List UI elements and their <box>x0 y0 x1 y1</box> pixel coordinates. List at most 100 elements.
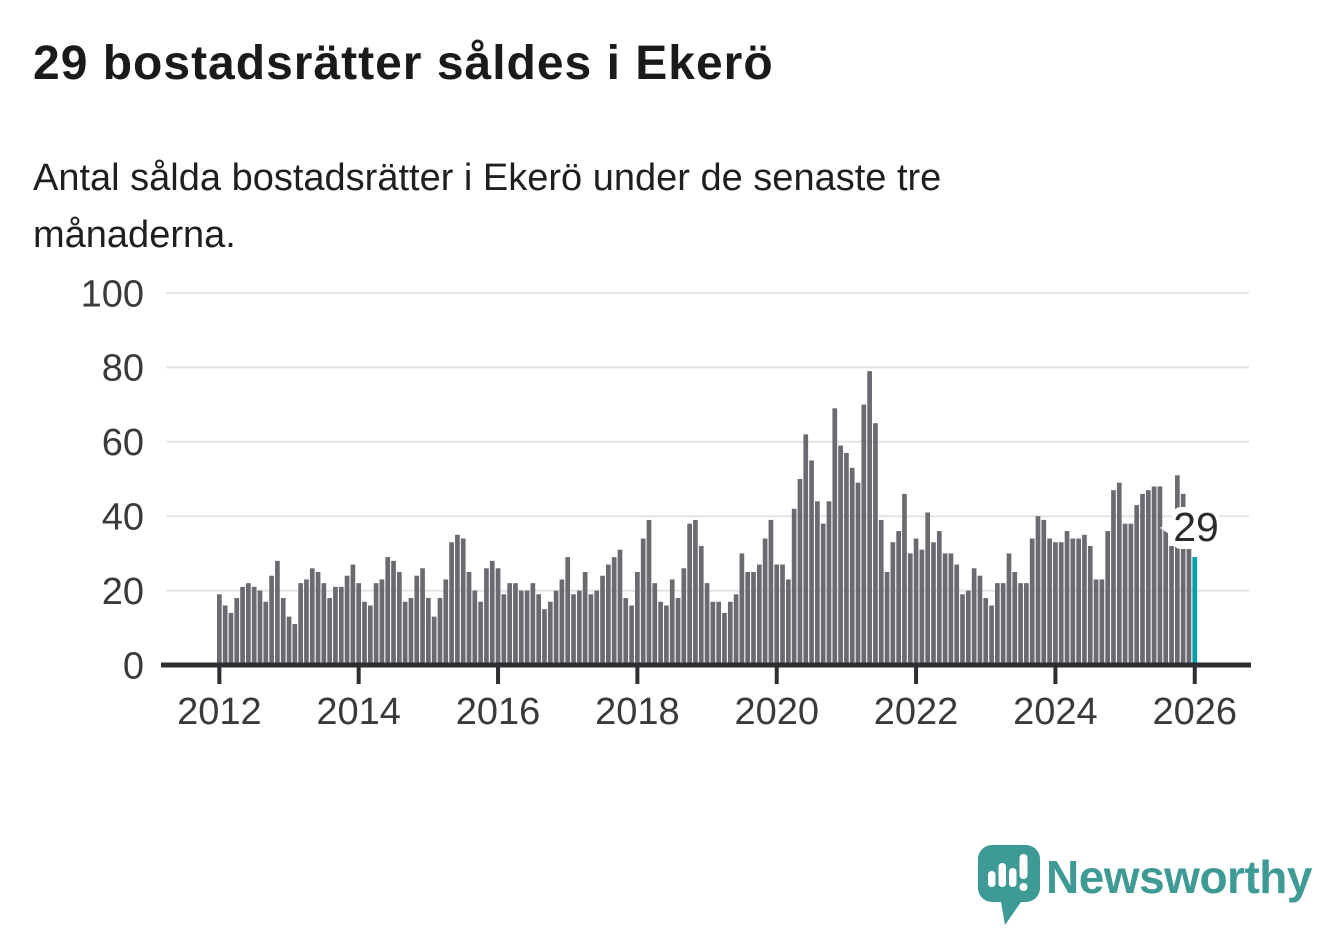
bar <box>960 594 965 665</box>
bar <box>664 605 669 665</box>
bar <box>727 601 733 665</box>
bar <box>246 583 251 665</box>
bar <box>333 586 338 665</box>
bar <box>478 601 483 665</box>
speech-bubble-shape <box>978 845 1040 925</box>
bar <box>234 598 240 665</box>
bar <box>582 572 588 665</box>
bar <box>455 534 460 665</box>
bar <box>222 605 228 665</box>
bar <box>780 564 785 665</box>
bar <box>919 549 925 665</box>
bar <box>640 538 646 665</box>
logo-bar-2 <box>998 863 1006 887</box>
bar <box>1105 531 1111 665</box>
bar <box>768 519 774 665</box>
bar <box>925 512 931 665</box>
annotation-balloon <box>1172 507 1219 549</box>
bar <box>902 493 907 665</box>
bar <box>362 601 367 665</box>
bar <box>832 408 838 665</box>
x-axis-tick-label: 2016 <box>456 691 541 733</box>
bar <box>600 575 605 665</box>
bar <box>617 549 623 665</box>
y-axis-tick-label: 20 <box>102 571 144 613</box>
bar <box>797 479 803 665</box>
bar <box>1000 583 1006 665</box>
bar <box>983 598 989 665</box>
bar <box>913 538 919 665</box>
bar <box>954 564 960 665</box>
bar <box>1012 572 1018 665</box>
bar <box>286 616 292 665</box>
bar <box>1058 542 1064 665</box>
bar <box>803 434 809 665</box>
bar <box>298 583 303 665</box>
bar <box>646 519 652 665</box>
bar <box>594 590 600 665</box>
bar <box>1047 538 1052 665</box>
bar <box>1174 475 1180 665</box>
bar <box>338 586 344 665</box>
bar <box>733 594 739 665</box>
bar <box>1087 545 1093 665</box>
bar <box>1029 538 1035 665</box>
bar <box>304 579 309 665</box>
bar <box>1053 542 1058 665</box>
bar <box>844 452 849 665</box>
bar <box>356 583 362 665</box>
brand-footer: Newsworthy <box>978 845 1312 929</box>
bar <box>745 572 751 665</box>
bar <box>785 579 791 665</box>
bar <box>936 531 942 665</box>
bar <box>518 590 524 665</box>
logo-bar-1 <box>988 871 996 887</box>
y-axis-tick-label: 100 <box>81 273 144 315</box>
annotation-value-label: 29 <box>1173 504 1219 550</box>
logo-exclamation-dot <box>1019 883 1028 891</box>
bar <box>431 616 437 665</box>
x-axis-tick-label: 2018 <box>595 691 680 733</box>
bar <box>1186 545 1192 665</box>
bar <box>530 583 536 665</box>
bar <box>507 583 512 665</box>
bar <box>240 586 245 665</box>
bar <box>977 575 983 665</box>
x-axis-tick-label: 2020 <box>734 691 819 733</box>
bar <box>1070 538 1076 665</box>
bar <box>385 557 391 665</box>
x-axis-tick-label: 2026 <box>1152 691 1237 733</box>
bar <box>809 460 814 665</box>
bar <box>588 594 594 665</box>
bar <box>408 598 414 665</box>
bar <box>263 601 269 665</box>
bar <box>855 482 861 665</box>
x-axis-tick-label: 2014 <box>316 691 401 733</box>
bar <box>873 423 878 665</box>
bar <box>652 583 658 665</box>
highlighted-bar <box>1192 557 1198 665</box>
bar <box>524 590 530 665</box>
bar <box>965 590 971 665</box>
bar <box>396 572 402 665</box>
x-axis-tick-label: 2022 <box>874 691 959 733</box>
bar <box>437 598 443 665</box>
bar <box>391 560 396 665</box>
bar <box>704 583 710 665</box>
bar <box>907 553 913 665</box>
x-axis-tick-label: 2012 <box>177 691 262 733</box>
subtitle-line-2: månaderna. <box>33 214 236 256</box>
bar <box>826 501 832 665</box>
bar <box>275 560 280 665</box>
bar <box>1093 579 1099 665</box>
bar <box>350 564 356 665</box>
bar <box>553 590 559 665</box>
bar <box>716 601 722 665</box>
bar <box>1018 583 1023 665</box>
bar <box>420 568 425 665</box>
bar <box>849 467 855 665</box>
bar <box>315 572 321 665</box>
bar <box>942 553 948 665</box>
bar <box>1128 523 1134 665</box>
